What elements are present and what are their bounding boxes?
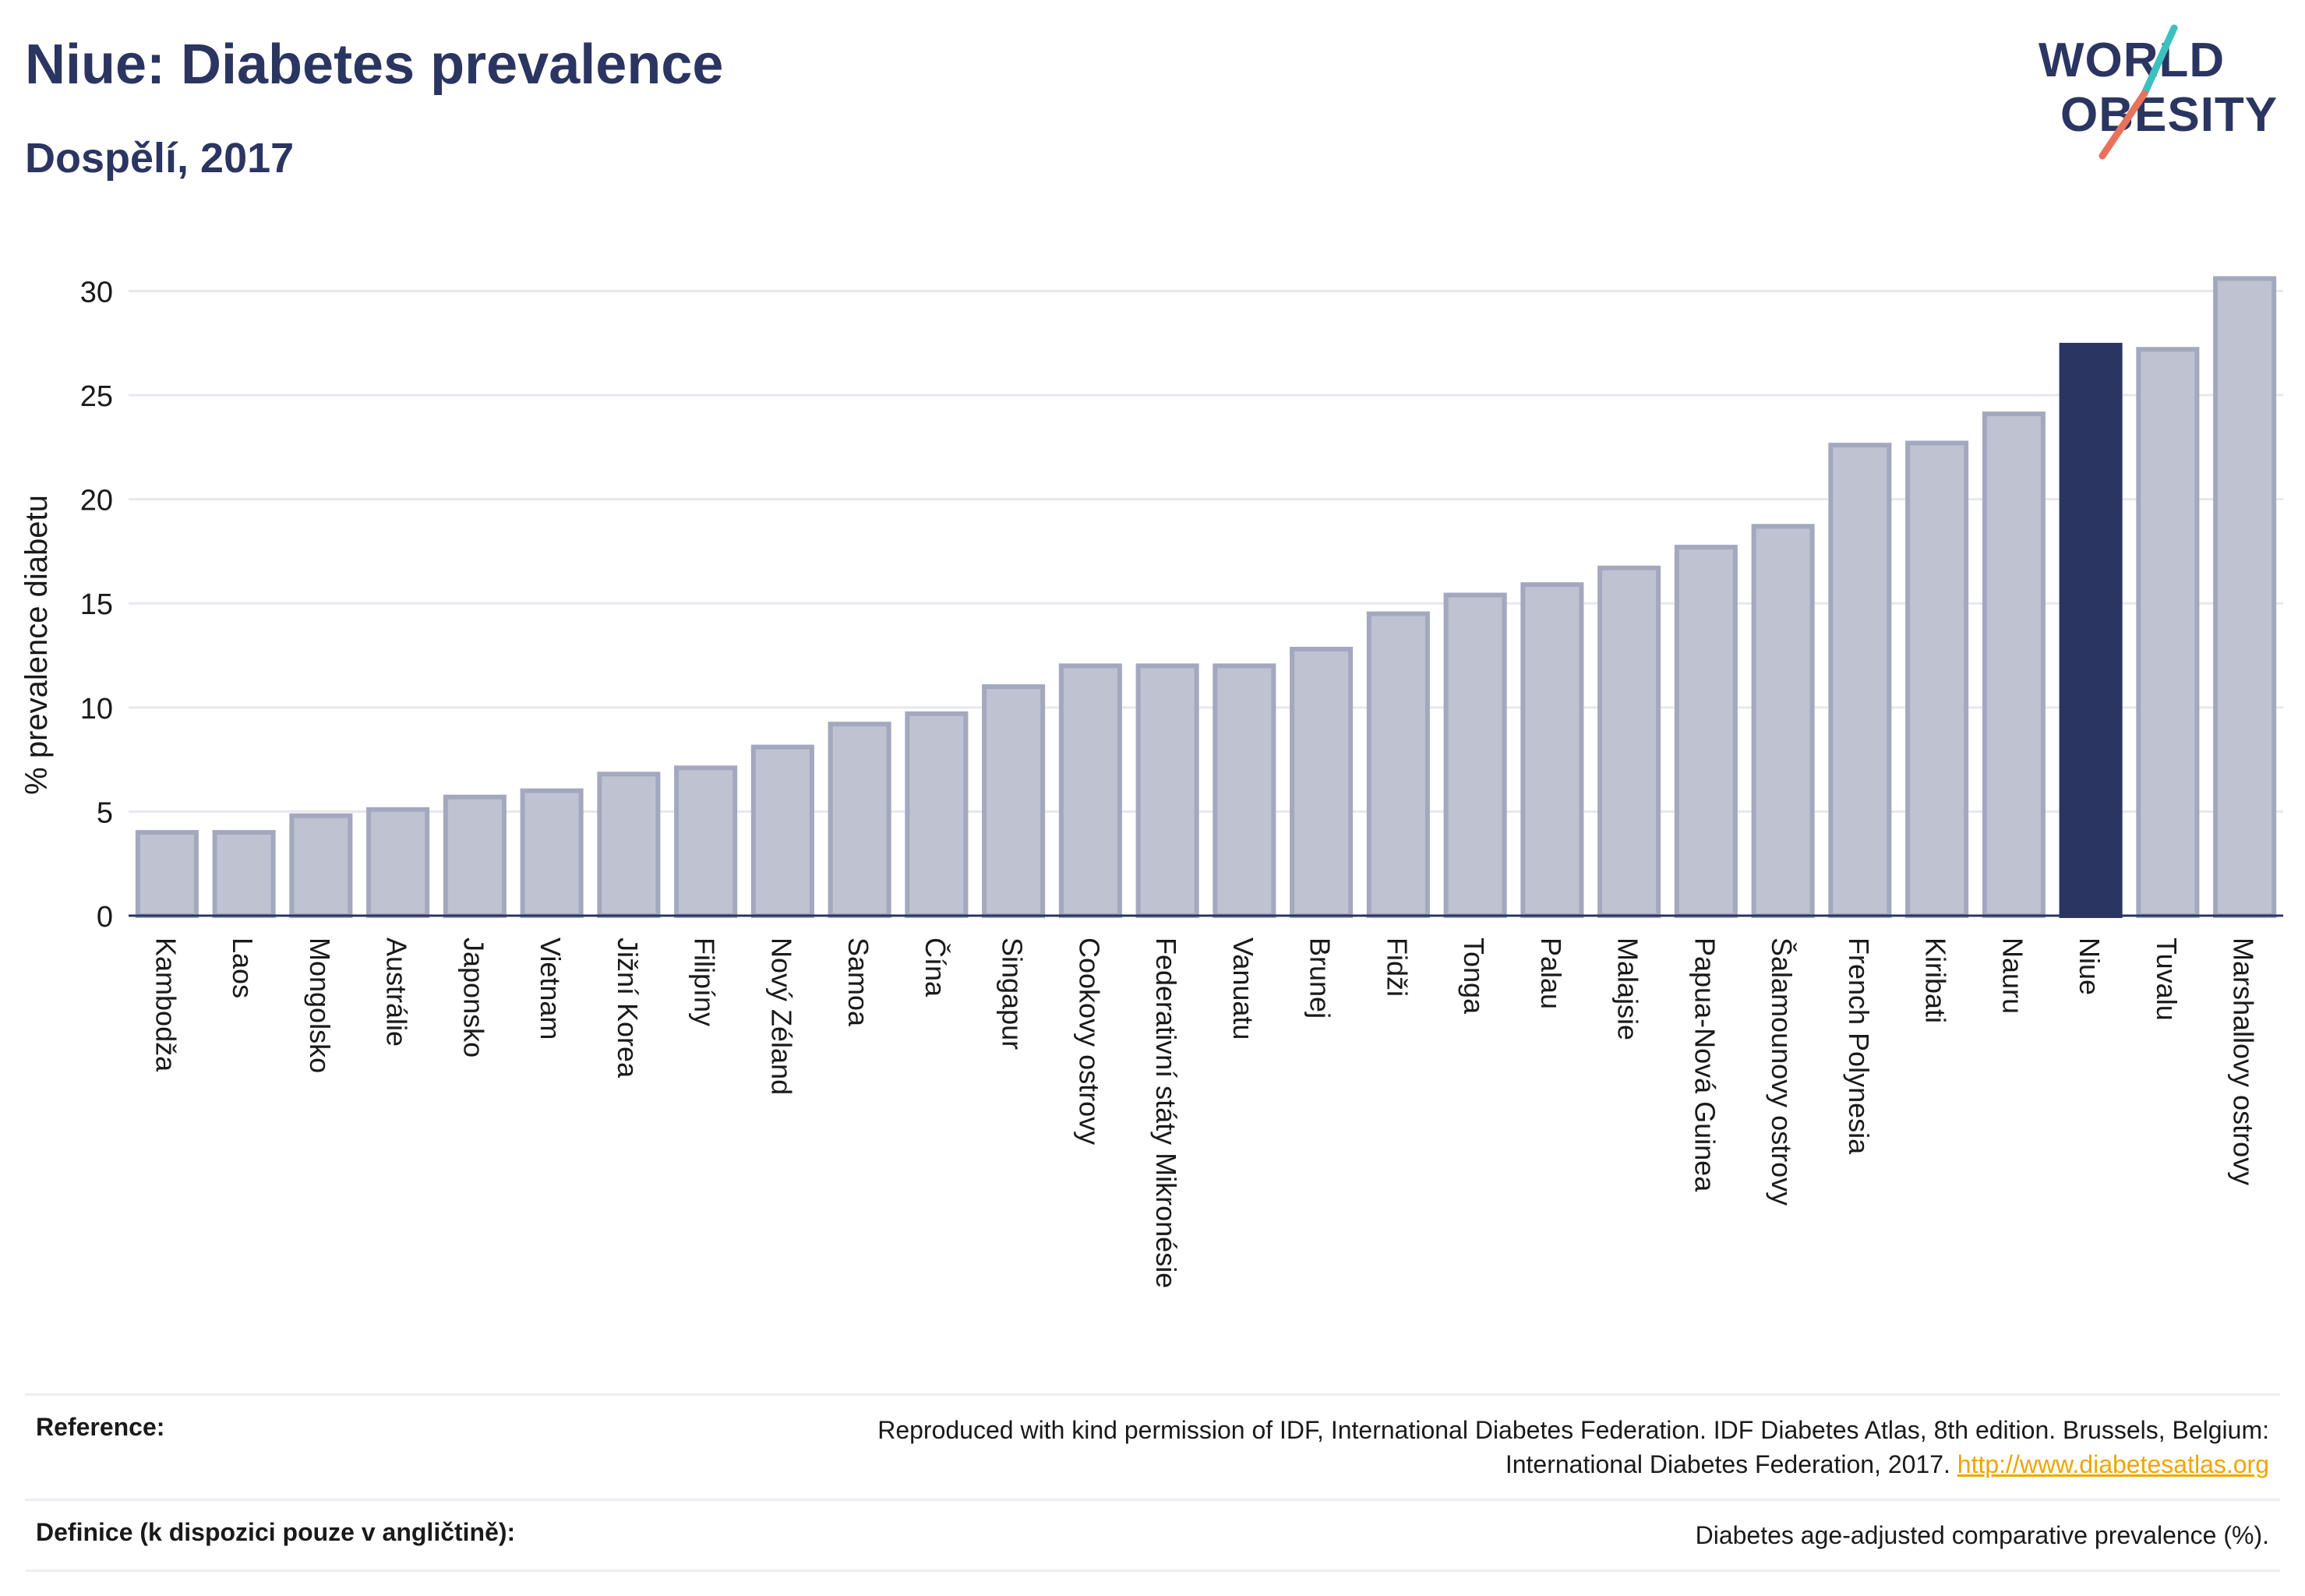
y-tick-labels: 0 5 10 15 20 25 30 [80, 276, 113, 934]
x-tick-label: Papua-Nová Guinea [1689, 937, 1721, 1192]
bar-26[interactable] [2136, 347, 2200, 918]
y-tick-label: 10 [80, 693, 113, 726]
bar-15[interactable] [1290, 647, 1354, 918]
x-tick-label: Jižní Korea [612, 937, 644, 1079]
bar-16[interactable] [1366, 611, 1430, 918]
bar-8[interactable] [750, 744, 814, 918]
x-tick-label: Federativní státy Mikronésie [1150, 937, 1182, 1288]
bar-2[interactable] [289, 813, 353, 918]
x-tick-label: Vanuatu [1227, 937, 1259, 1040]
bars [135, 276, 2277, 918]
y-tick-label: 25 [80, 380, 113, 413]
bar-19[interactable] [1597, 565, 1661, 918]
bar-1[interactable] [212, 830, 276, 918]
reference-link[interactable]: http://www.diabetesatlas.org [1957, 1450, 2269, 1478]
logo-slash-coral [2099, 90, 2148, 160]
x-tick-label: Niue [2074, 937, 2106, 995]
x-tick-label: Brunej [1304, 937, 1336, 1019]
y-tick-label: 0 [97, 901, 113, 934]
y-tick-label: 20 [80, 485, 113, 517]
logo-line1: WORLD [2038, 34, 2225, 87]
x-tick-labels: Kambodža Laos Mongolsko Austrálie Japonsko Vi… [150, 937, 2259, 1288]
x-tick-label: French Polynesia [1843, 937, 1875, 1155]
x-tick-label: Kiribati [1920, 937, 1952, 1023]
x-tick-label: Vietnam [535, 937, 567, 1040]
x-tick-label: Nauru [1996, 937, 2028, 1014]
bar-chart: 0 5 10 15 20 25 30 Kambodža Laos Mongolsko Austrá… [19, 276, 2283, 1288]
x-tick-label: Kambodža [150, 937, 182, 1072]
page-title: Niue: Diabetes prevalence [25, 34, 724, 96]
bar-0[interactable] [135, 830, 199, 918]
reference-row: Reference: Reproduced with kind permissi… [25, 1393, 2280, 1499]
x-tick-label: Palau [1535, 937, 1567, 1009]
bar-27[interactable] [2213, 276, 2277, 918]
y-tick-label: 5 [97, 796, 113, 829]
bar-23[interactable] [1905, 440, 1969, 918]
bar-13[interactable] [1135, 663, 1199, 918]
y-axis-label: % prevalence diabetu [19, 495, 54, 795]
x-tick-label: Nový Zéland [765, 937, 797, 1095]
x-tick-label: Cookovy ostrovy [1073, 937, 1105, 1145]
bar-25[interactable] [2059, 342, 2123, 918]
x-tick-label: Austrálie [381, 937, 413, 1047]
x-tick-label: Čína [920, 937, 951, 998]
x-tick-label: Marshallovy ostrovy [2228, 937, 2260, 1185]
x-tick-label: Filipíny [689, 937, 721, 1026]
x-tick-label: Samoa [842, 937, 874, 1027]
x-tick-label: Malajsie [1612, 937, 1644, 1040]
world-obesity-logo: WORLD OBESITY [2038, 24, 2278, 160]
reference-label: Reference: [36, 1413, 165, 1441]
definition-value: Diabetes age-adjusted comparative preval… [1695, 1521, 2269, 1549]
x-tick-label: Šalamounovy ostrovy [1766, 937, 1798, 1206]
x-tick-label: Tuvalu [2151, 937, 2183, 1021]
bar-24[interactable] [1982, 411, 2046, 918]
bar-6[interactable] [597, 772, 661, 918]
x-tick-label: Laos [227, 937, 259, 998]
bar-20[interactable] [1674, 545, 1738, 918]
bar-18[interactable] [1520, 582, 1584, 918]
bar-22[interactable] [1828, 443, 1892, 918]
x-tick-label: Japonsko [457, 937, 489, 1058]
reference-value: Reproduced with kind permission of IDF, … [877, 1413, 2269, 1481]
bar-9[interactable] [828, 722, 891, 918]
x-tick-label: Fidži [1381, 937, 1413, 997]
x-tick-label: Mongolsko [304, 937, 336, 1073]
definition-label: Definice (k dispozici pouze v angličtině… [36, 1518, 516, 1546]
y-tick-label: 30 [80, 276, 113, 309]
x-tick-label: Singapur [997, 937, 1029, 1050]
reference-text: Reproduced with kind permission of IDF, … [877, 1416, 2269, 1444]
logo-line2: OBESITY [2060, 88, 2278, 142]
bar-10[interactable] [905, 711, 969, 918]
bar-3[interactable] [366, 807, 430, 918]
bar-4[interactable] [443, 794, 507, 918]
y-tick-label: 15 [80, 588, 113, 621]
bar-12[interactable] [1058, 663, 1122, 918]
bar-11[interactable] [982, 684, 1046, 918]
bar-14[interactable] [1213, 663, 1276, 918]
definition-row: Definice (k dispozici pouze v angličtině… [25, 1499, 2280, 1572]
bar-17[interactable] [1443, 592, 1507, 918]
bar-21[interactable] [1751, 524, 1815, 918]
bar-7[interactable] [674, 765, 738, 918]
bar-5[interactable] [520, 788, 584, 918]
x-tick-label: Tonga [1458, 937, 1490, 1015]
page-subtitle: Dospělí, 2017 [25, 135, 295, 182]
footer: Reference: Reproduced with kind permissi… [25, 1393, 2280, 1572]
reference-text-2: International Diabetes Federation, 2017. [1505, 1450, 1950, 1478]
logo-slash-teal [2141, 24, 2178, 97]
